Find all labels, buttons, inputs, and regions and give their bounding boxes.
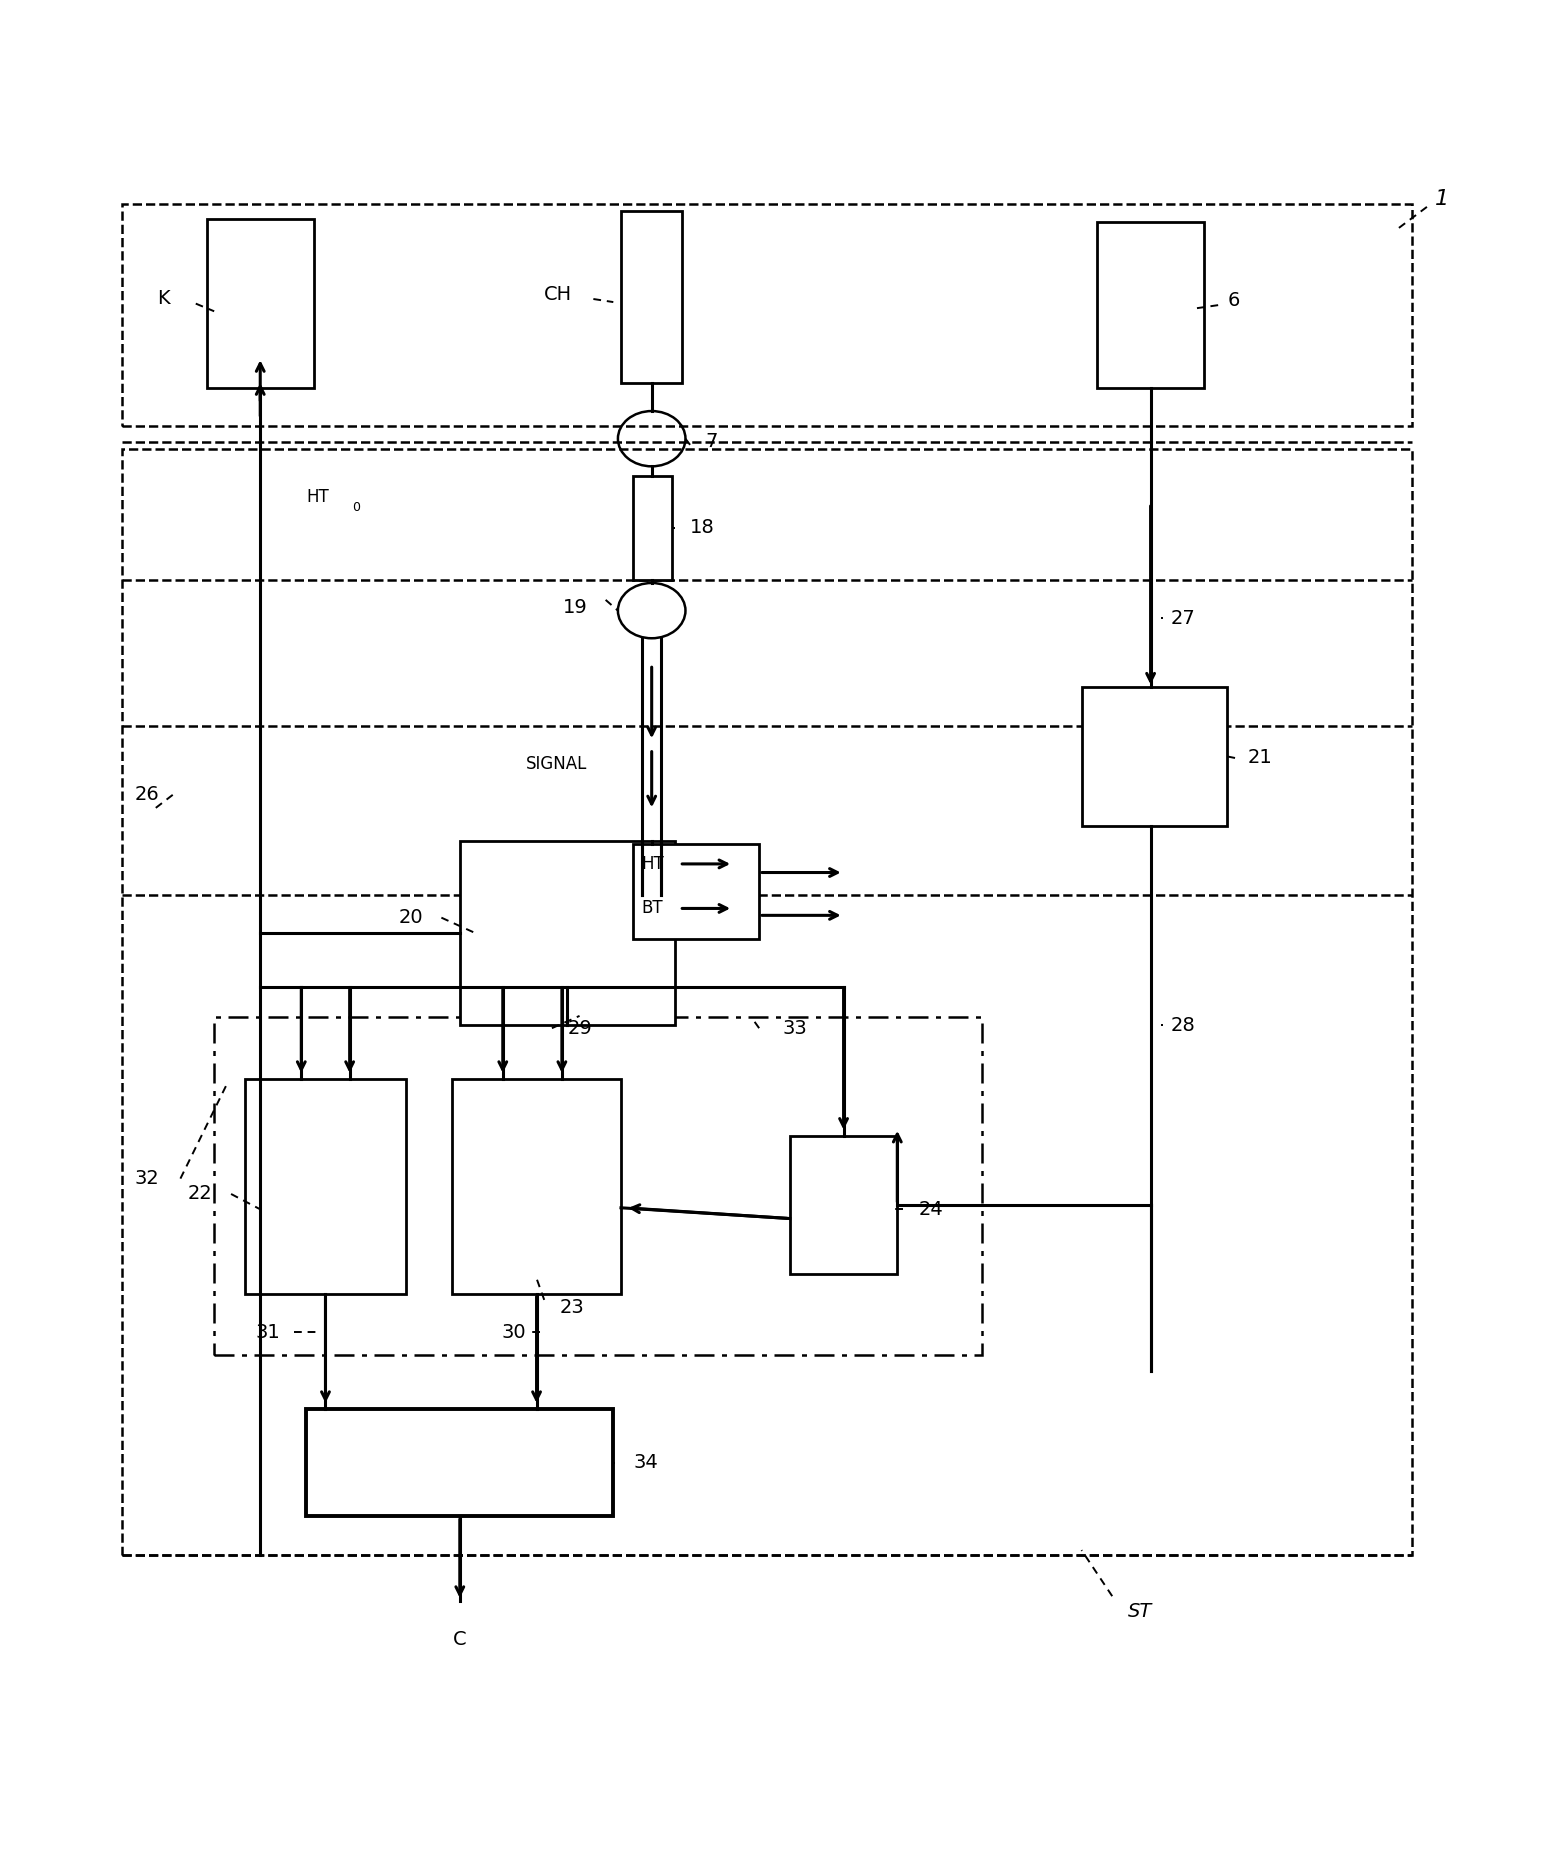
Text: 22: 22 <box>187 1185 212 1204</box>
Text: 29: 29 <box>567 1019 592 1037</box>
Bar <box>245 1079 406 1293</box>
Bar <box>634 843 759 939</box>
Bar <box>790 1136 897 1274</box>
Text: 33: 33 <box>782 1019 807 1037</box>
Text: C: C <box>452 1629 466 1650</box>
Text: HT: HT <box>307 489 328 506</box>
Text: K: K <box>158 289 170 308</box>
Text: 28: 28 <box>1171 1015 1196 1034</box>
Bar <box>1097 222 1204 388</box>
Bar <box>214 1017 982 1355</box>
Bar <box>307 1409 613 1517</box>
Bar <box>206 218 314 388</box>
Text: HT: HT <box>641 855 663 873</box>
Text: 31: 31 <box>256 1323 280 1342</box>
Bar <box>122 203 1411 427</box>
Text: 1: 1 <box>1434 188 1448 209</box>
Text: 18: 18 <box>689 519 714 537</box>
Text: CH: CH <box>544 285 573 304</box>
Text: 32: 32 <box>135 1170 160 1189</box>
Bar <box>452 1079 621 1293</box>
Text: BT: BT <box>641 899 663 918</box>
Text: 24: 24 <box>919 1200 943 1218</box>
Text: 30: 30 <box>502 1323 525 1342</box>
Text: 34: 34 <box>634 1454 658 1472</box>
Text: 0: 0 <box>352 502 361 515</box>
Bar <box>1081 687 1227 825</box>
Text: 26: 26 <box>135 786 160 804</box>
Text: 7: 7 <box>705 433 717 452</box>
Text: 23: 23 <box>559 1299 584 1317</box>
Bar <box>621 211 683 383</box>
Text: 21: 21 <box>1247 748 1272 767</box>
Text: 6: 6 <box>1227 291 1239 310</box>
Text: 19: 19 <box>562 599 587 618</box>
Text: 27: 27 <box>1171 608 1196 627</box>
Text: ST: ST <box>1128 1603 1152 1622</box>
Bar <box>634 476 672 580</box>
Text: 20: 20 <box>398 909 423 927</box>
Bar <box>460 842 675 1024</box>
Text: SIGNAL: SIGNAL <box>525 756 587 773</box>
Bar <box>122 450 1411 1554</box>
